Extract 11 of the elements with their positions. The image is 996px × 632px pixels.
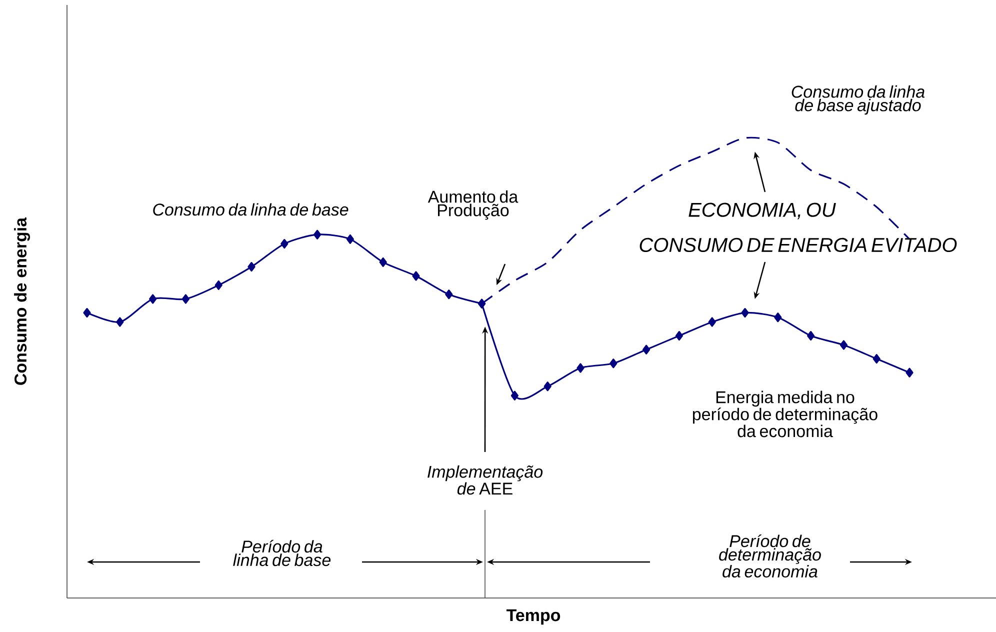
text: Consumo da linha de base ajustado bbox=[792, 85, 925, 115]
annotation: ECONOMIA, OU bbox=[688, 202, 836, 220]
annotation: Consumo da linha de base bbox=[153, 203, 348, 216]
y-axis-title: Consumo de energia bbox=[14, 217, 30, 385]
annotation: Aumento da Produção bbox=[428, 190, 518, 220]
annotation: Período de determinação da economia bbox=[719, 534, 821, 578]
annotation: Implementação de AEE bbox=[428, 465, 543, 495]
x-axis-title: Tempo bbox=[506, 609, 560, 625]
annotation: Período da linha de base bbox=[233, 540, 331, 566]
annotation: CONSUMO DE ENERGIA EVITADO bbox=[640, 238, 957, 252]
annotation: Energia medida no período de determinação da economia bbox=[692, 390, 878, 438]
